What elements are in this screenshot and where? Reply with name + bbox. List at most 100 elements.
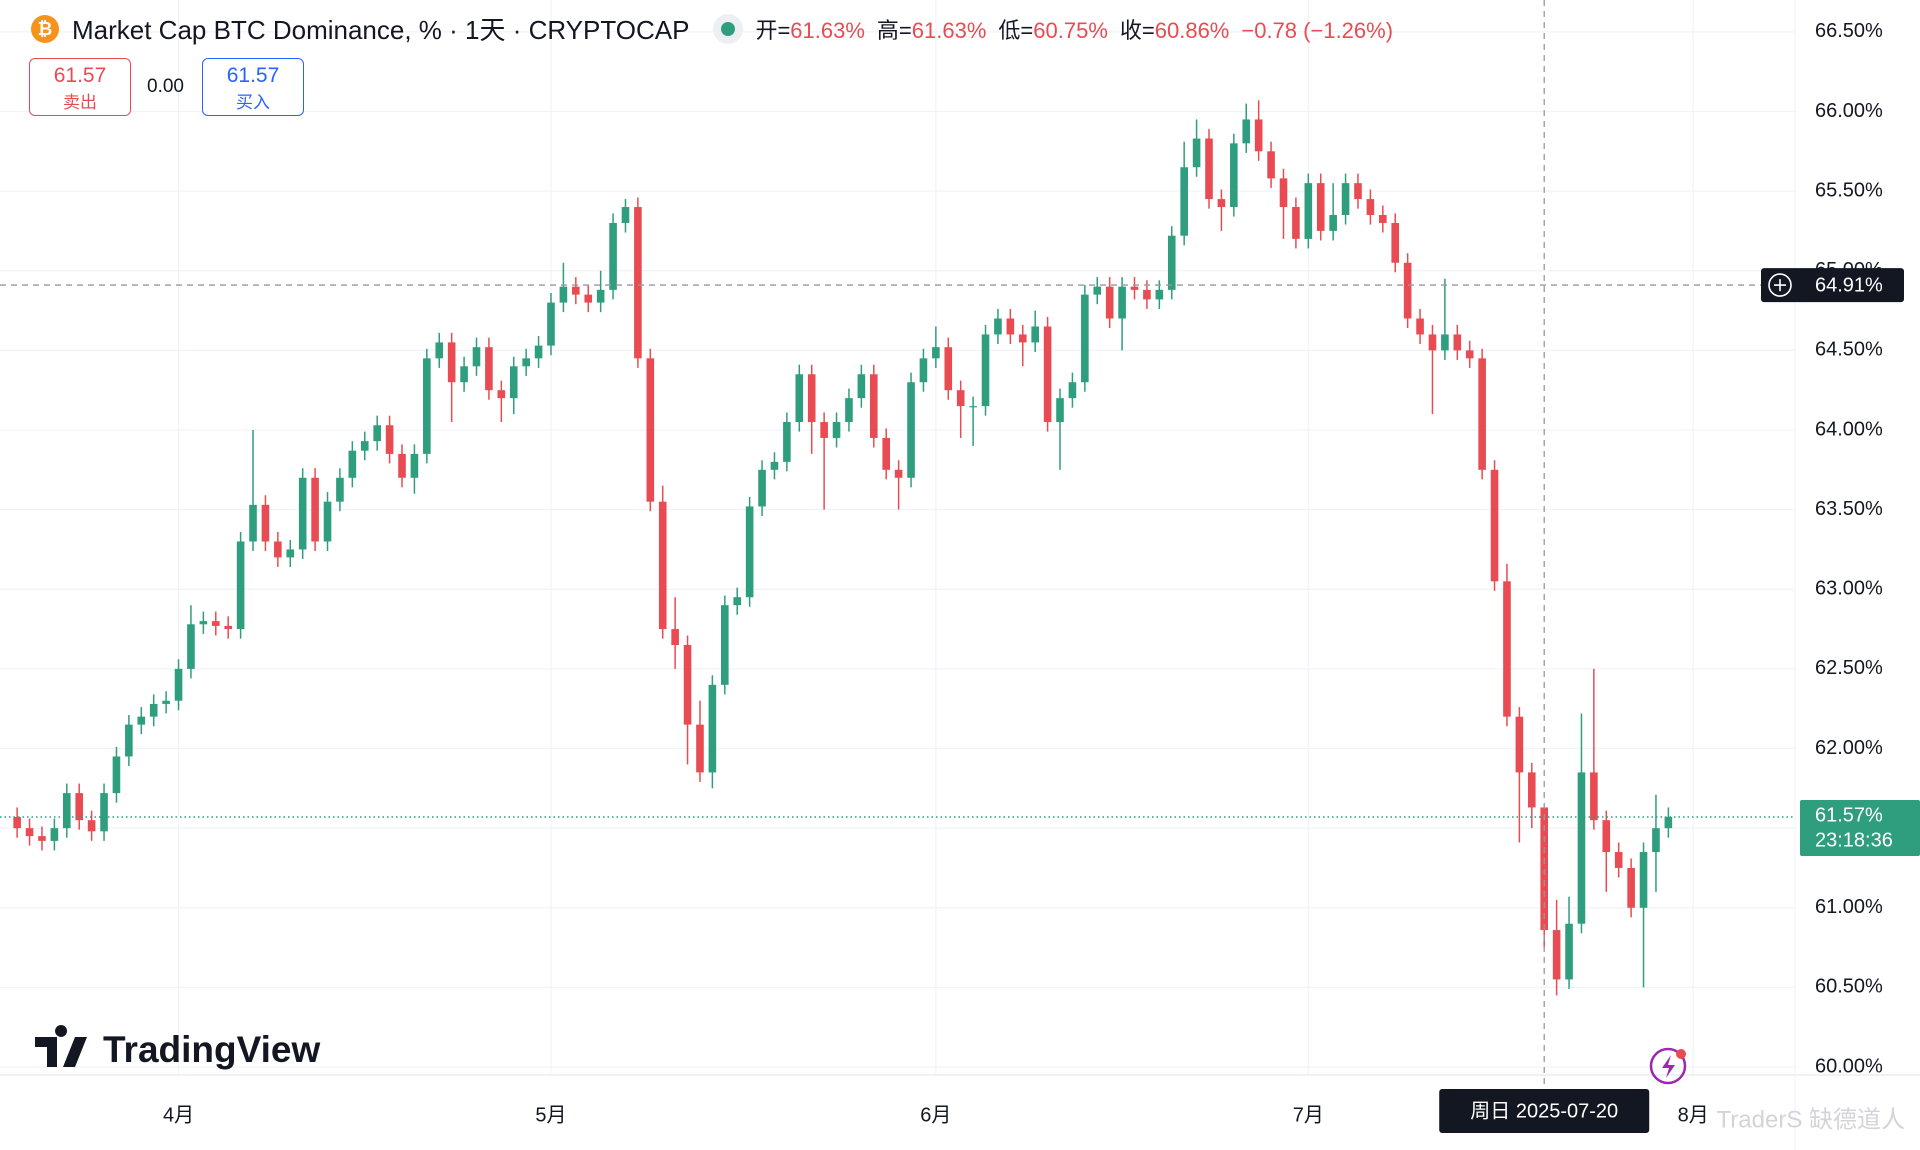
- candle-body: [795, 374, 804, 423]
- candle-body: [1391, 222, 1400, 263]
- candle-body: [472, 347, 481, 367]
- logo-shape: [35, 1025, 87, 1067]
- candle-body: [646, 358, 655, 502]
- candle-body: [708, 684, 717, 773]
- candle-body: [733, 597, 742, 606]
- candle-body: [199, 621, 208, 625]
- candle-body: [1205, 138, 1213, 200]
- candle-body: [298, 477, 307, 550]
- candle-body: [1354, 183, 1362, 200]
- candle-body: [1453, 334, 1462, 351]
- candle-body: [1652, 828, 1660, 853]
- crosshair-label: 64.91%: [1815, 274, 1883, 296]
- candle-body: [907, 382, 915, 478]
- candle-body: [435, 342, 444, 359]
- candle-body: [360, 441, 369, 451]
- y-tick-label: 64.00%: [1815, 418, 1883, 440]
- candle-body: [758, 469, 766, 507]
- ohlc-label: 收=: [1119, 17, 1155, 43]
- candle-body: [1540, 807, 1549, 931]
- candle-body: [1478, 358, 1486, 470]
- candle-body: [1031, 326, 1039, 343]
- candle-body: [1329, 215, 1337, 231]
- candle-body: [1130, 286, 1139, 290]
- candle-body: [38, 836, 46, 841]
- candle-body: [1590, 772, 1598, 821]
- candle-body: [398, 453, 406, 478]
- ohlc-value: 61.63%: [911, 17, 987, 43]
- sell-label: 卖出: [63, 93, 97, 112]
- candle-body: [783, 422, 791, 462]
- candle-body: [1292, 207, 1300, 239]
- candle-body: [1068, 382, 1077, 399]
- candle-body: [1118, 286, 1126, 319]
- candle-body: [1242, 119, 1251, 144]
- candle-body: [224, 625, 232, 630]
- candle-body: [1441, 334, 1449, 351]
- candle-body: [721, 605, 729, 685]
- candle-body: [323, 501, 332, 542]
- alert-icon: [1662, 1055, 1675, 1078]
- x-tick-label: 7月: [1293, 1104, 1324, 1126]
- candle-body: [1403, 262, 1412, 319]
- status-dot: [713, 13, 744, 44]
- candle-body: [932, 347, 940, 359]
- candle-body: [1379, 215, 1387, 223]
- header: ₿ Market Cap BTC Dominance, % · 1天 · CRY…: [30, 10, 1405, 47]
- buy-button[interactable]: 61.57 买入: [202, 58, 304, 116]
- candle-body: [1664, 817, 1673, 829]
- candle-body: [249, 504, 257, 542]
- candle-body: [447, 342, 456, 383]
- buy-label: 买入: [236, 93, 270, 112]
- candle-body: [1503, 581, 1511, 717]
- candle-body: [596, 289, 605, 303]
- candle-body: [658, 501, 667, 630]
- candle-body: [13, 817, 21, 829]
- candle-body: [994, 318, 1002, 335]
- candle-body: [832, 422, 841, 438]
- candle-body: [1230, 143, 1238, 208]
- add-icon: [1774, 279, 1786, 292]
- spread: 0.00: [147, 76, 184, 97]
- candle-body: [125, 724, 133, 757]
- candle-body: [869, 374, 878, 438]
- sell-button[interactable]: 61.57 卖出: [29, 58, 131, 116]
- candle-body: [534, 345, 543, 359]
- candle-body: [87, 820, 96, 832]
- ohlc-label: 高=: [876, 17, 912, 43]
- candle-body: [174, 668, 183, 701]
- svg-text:₿: ₿: [38, 18, 53, 38]
- credit: TraderS 缺德道人: [1717, 1106, 1905, 1133]
- candle-body: [25, 828, 34, 837]
- btc-icon: ₿: [31, 14, 59, 43]
- candle-body: [1167, 235, 1176, 290]
- candle-body: [485, 347, 493, 391]
- x-tick-label: 5月: [535, 1104, 566, 1126]
- y-tick-label: 61.00%: [1815, 896, 1883, 918]
- candle-body: [944, 347, 953, 391]
- candle-body: [522, 358, 530, 367]
- candle-body: [981, 334, 990, 407]
- candle-body: [696, 724, 704, 773]
- candle-body: [770, 461, 779, 470]
- candle-body: [1267, 151, 1275, 179]
- y-tick-label: 66.00%: [1815, 100, 1883, 122]
- date-label: 周日 2025-07-20: [1470, 1100, 1618, 1122]
- candle-body: [609, 222, 617, 290]
- candle-body: [373, 425, 381, 442]
- ohlc-value: 60.75%: [1033, 17, 1108, 43]
- candle-body: [236, 541, 245, 630]
- candle-body: [311, 477, 319, 542]
- candle-body: [1627, 867, 1635, 908]
- candle-body: [956, 390, 965, 407]
- candle-body: [1056, 398, 1064, 423]
- candle-body: [820, 422, 828, 438]
- candle-body: [882, 437, 891, 470]
- ohlc-label: 开=: [755, 17, 791, 43]
- candle-body: [1639, 852, 1648, 908]
- y-tick-label: 60.50%: [1815, 976, 1883, 998]
- candle-body: [1527, 772, 1536, 808]
- y-tick-label: 62.00%: [1815, 737, 1883, 759]
- title: Market Cap BTC Dominance, % · 1天 · CRYPT…: [72, 15, 690, 45]
- candle-body: [274, 541, 282, 558]
